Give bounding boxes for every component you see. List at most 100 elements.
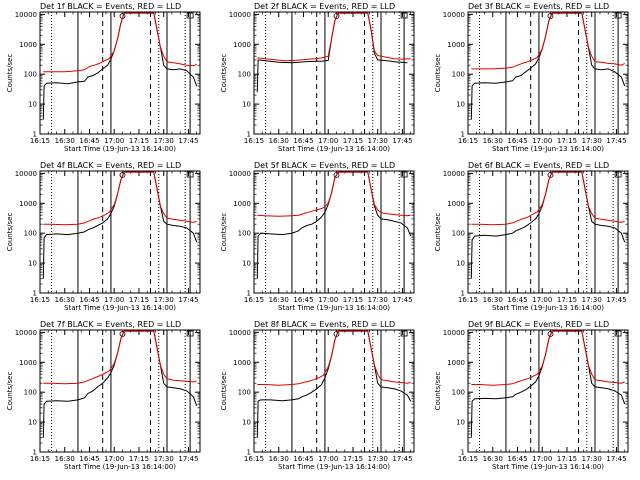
attenuator-marker [400,12,408,19]
y-axis-label: Counts/sec [434,213,442,252]
x-tick-label: 16:15 [458,296,478,304]
y-tick-label: 1000 [233,359,251,367]
y-tick-label: 1 [247,131,251,139]
detector-panel-8: Det 8f BLACK = Events, RED = LLD 1 10 100 10… [220,320,415,471]
x-axis-label: Start Time (19-Jun-13 16:14:00) [492,463,604,471]
detector-panel-4: Det 4f BLACK = Events, RED = LLD 1 10 100 10… [6,161,201,312]
y-tick-label: 10 [28,419,37,427]
x-tick-label: 16:45 [293,137,313,145]
panel-title: Det 7f BLACK = Events, RED = LLD [40,320,181,329]
y-tick-label: 1000 [447,200,465,208]
y-axis-label: Counts/sec [220,372,228,411]
lld-series-line [471,330,625,386]
x-tick-label: 16:30 [55,137,75,145]
y-tick-label: 1 [461,449,465,457]
x-axis-label: Start Time (19-Jun-13 16:14:00) [64,304,176,312]
panel-title: Det 6f BLACK = Events, RED = LLD [468,161,609,170]
x-tick-label: 17:00 [318,296,338,304]
y-tick-label: 10000 [15,170,37,178]
lld-series-line [471,12,625,70]
y-tick-label: 100 [238,71,251,79]
y-axis-label: Counts/sec [434,54,442,93]
panel-title: Det 3f BLACK = Events, RED = LLD [468,2,609,11]
x-axis-label: Start Time (19-Jun-13 16:14:00) [278,145,390,153]
panel-title: Det 5f BLACK = Events, RED = LLD [254,161,395,170]
x-tick-label: 17:45 [606,137,626,145]
x-axis-label: Start Time (19-Jun-13 16:14:00) [492,145,604,153]
plot-frame [39,170,201,294]
x-tick-label: 16:45 [79,137,99,145]
saturation-marker [547,13,554,19]
saturation-marker [547,331,554,337]
lld-series-line [471,171,625,226]
x-tick-label: 16:30 [55,296,75,304]
x-tick-label: 16:30 [269,137,289,145]
detector-panel-2: Det 2f BLACK = Events, RED = LLD 1 10 100 10… [220,2,415,153]
x-tick-label: 17:00 [318,137,338,145]
x-tick-label: 17:15 [129,455,149,463]
events-series-line [256,330,412,438]
x-tick-label: 17:00 [104,455,124,463]
attenuator-marker [614,12,622,19]
x-tick-label: 16:45 [79,455,99,463]
plot-frame [467,11,629,135]
x-tick-label: 17:00 [532,455,552,463]
y-tick-label: 1000 [447,359,465,367]
y-tick-label: 1 [247,449,251,457]
x-tick-label: 17:45 [178,137,198,145]
events-series-line [256,171,412,279]
y-tick-label: 10000 [229,170,251,178]
panel-title: Det 8f BLACK = Events, RED = LLD [254,320,395,329]
events-series-line [470,330,626,438]
x-tick-label: 17:30 [582,137,602,145]
plot-frame [253,329,415,453]
detector-panel-7: Det 7f BLACK = Events, RED = LLD 1 10 100 10… [6,320,201,471]
x-tick-label: 17:15 [343,296,363,304]
x-tick-label: 17:15 [557,137,577,145]
plot-frame [467,329,629,453]
panel-title: Det 2f BLACK = Events, RED = LLD [254,2,395,11]
detector-panel-9: Det 9f BLACK = Events, RED = LLD 1 10 100 10… [434,320,629,471]
attenuator-marker [614,330,622,337]
lld-series-line [257,171,411,217]
y-tick-label: 1000 [233,41,251,49]
saturation-marker [333,172,340,178]
y-axis-label: Counts/sec [6,372,14,411]
x-axis-label: Start Time (19-Jun-13 16:14:00) [278,463,390,471]
x-tick-label: 17:15 [343,137,363,145]
saturation-marker [547,172,554,178]
saturation-marker [119,172,126,178]
x-tick-label: 17:45 [392,455,412,463]
y-tick-label: 10 [456,260,465,268]
plot-frame [39,329,201,453]
y-tick-label: 10000 [443,170,465,178]
y-tick-label: 10000 [229,329,251,337]
x-tick-label: 17:45 [606,296,626,304]
x-tick-label: 16:15 [30,296,50,304]
attenuator-marker [186,12,194,19]
x-tick-label: 17:00 [532,137,552,145]
y-tick-label: 100 [238,389,251,397]
y-tick-label: 1000 [447,41,465,49]
x-axis-label: Start Time (19-Jun-13 16:14:00) [64,145,176,153]
x-tick-label: 17:30 [582,455,602,463]
plot-frame [467,170,629,294]
x-tick-label: 17:30 [582,296,602,304]
y-tick-label: 10 [28,101,37,109]
y-tick-label: 100 [452,389,465,397]
x-tick-label: 17:45 [392,137,412,145]
x-tick-label: 17:00 [532,296,552,304]
events-series-line [470,171,626,279]
y-tick-label: 10000 [443,329,465,337]
y-tick-label: 1 [247,290,251,298]
x-tick-label: 16:45 [79,296,99,304]
events-series-line [470,12,626,120]
y-tick-label: 10000 [15,11,37,19]
saturation-marker [119,331,126,337]
y-tick-label: 1 [33,290,37,298]
lld-series-line [43,330,197,385]
x-tick-label: 17:15 [557,296,577,304]
attenuator-marker [400,171,408,178]
x-tick-label: 17:00 [318,455,338,463]
